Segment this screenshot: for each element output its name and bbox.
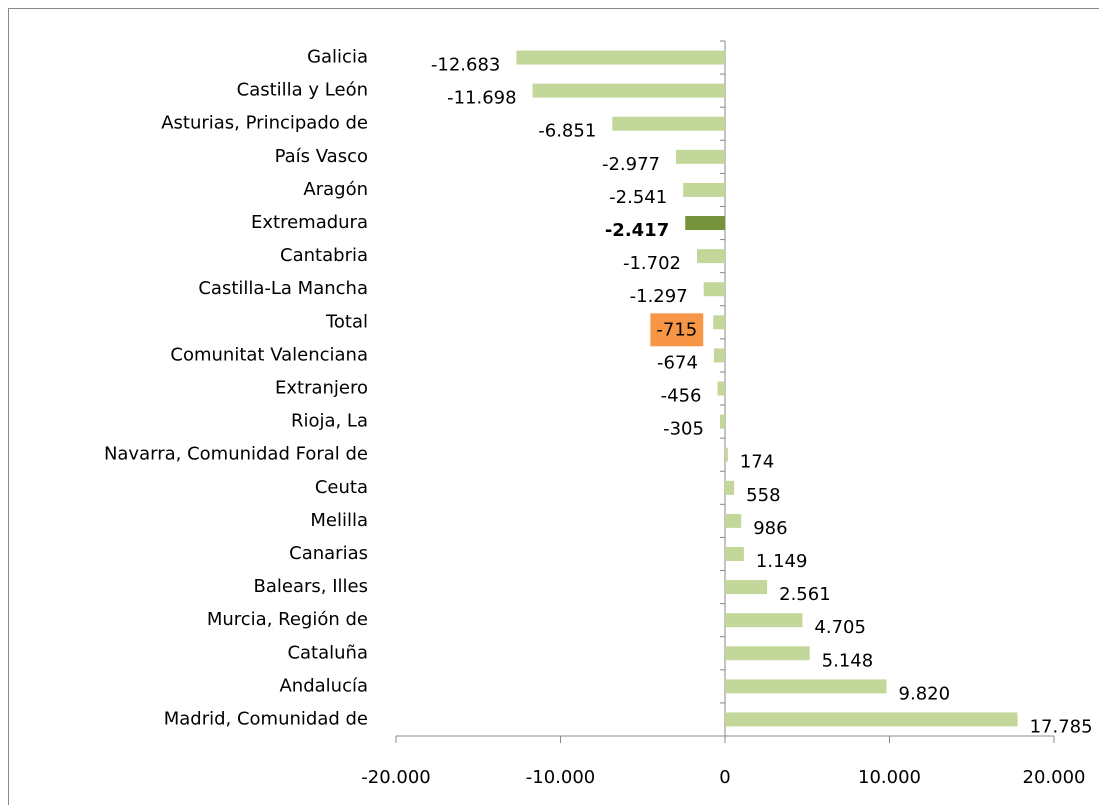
category-label: Extremadura: [251, 212, 368, 233]
value-label: 4.705: [814, 617, 866, 638]
value-label: 174: [740, 452, 774, 473]
category-label: Madrid, Comunidad de: [164, 708, 368, 729]
value-label: -1.702: [623, 253, 681, 274]
value-label: -2.541: [609, 187, 667, 208]
bar: [725, 480, 735, 495]
category-label: Melilla: [310, 510, 368, 531]
bar: [725, 447, 728, 462]
category-label: Comunitat Valenciana: [170, 344, 368, 365]
bar: [725, 546, 744, 561]
bar: [612, 116, 725, 131]
value-label: -6.851: [538, 121, 596, 142]
category-label: Castilla y León: [237, 80, 368, 101]
value-label: 9.820: [899, 683, 951, 704]
x-tick-label: 20.000: [1023, 767, 1086, 788]
x-tick-label: -10.000: [526, 767, 595, 788]
bar: [676, 149, 725, 164]
value-label: -456: [661, 386, 702, 407]
bar: [703, 282, 725, 297]
value-label: -12.683: [431, 55, 500, 76]
value-label: 17.785: [1030, 716, 1093, 737]
x-tick-label: 10.000: [858, 767, 921, 788]
value-label: -1.297: [630, 286, 688, 307]
value-label: -2.417: [605, 220, 669, 241]
category-label: Canarias: [289, 543, 368, 564]
value-label: 1.149: [756, 551, 808, 572]
bar: [725, 580, 768, 595]
bar: [717, 381, 725, 396]
bar: [725, 613, 803, 628]
category-label: Aragón: [303, 179, 368, 200]
bar: [719, 414, 725, 429]
value-label: -715: [656, 319, 697, 340]
bar: [725, 712, 1018, 727]
bar: [725, 679, 887, 694]
x-tick-label: -20.000: [361, 767, 430, 788]
category-label: Cantabria: [280, 245, 368, 266]
category-label: Balears, Illes: [254, 576, 368, 597]
value-label: 5.148: [822, 650, 874, 671]
category-label: Cataluña: [287, 642, 368, 663]
value-label: -674: [657, 352, 698, 373]
category-label: Ceuta: [315, 477, 368, 498]
bar: [685, 216, 725, 231]
bar: [713, 348, 725, 363]
bar: [725, 513, 742, 528]
category-label: Murcia, Región de: [207, 609, 368, 630]
category-label: Galicia: [307, 47, 368, 68]
value-label: 986: [753, 518, 787, 539]
bar: [532, 83, 725, 98]
category-label: Andalucía: [279, 675, 368, 696]
bar: [683, 182, 725, 197]
bar: [713, 315, 725, 330]
category-label: Asturias, Principado de: [161, 113, 368, 134]
category-label: Castilla-La Mancha: [198, 278, 368, 299]
bar: [516, 50, 725, 65]
chart-frame: [8, 8, 1099, 805]
bar: [725, 646, 810, 661]
value-label: -2.977: [602, 154, 660, 175]
x-tick-label: 0: [719, 767, 730, 788]
value-label: 2.561: [779, 584, 831, 605]
category-label: País Vasco: [275, 146, 368, 167]
category-label: Navarra, Comunidad Foral de: [104, 444, 368, 465]
value-label: -305: [663, 419, 704, 440]
category-label: Extranjero: [275, 378, 368, 399]
category-label: Total: [325, 311, 368, 332]
value-label: -11.698: [447, 88, 516, 109]
value-label-background: [650, 313, 704, 347]
bar: [697, 249, 725, 264]
category-label: Rioja, La: [291, 411, 368, 432]
value-label: 558: [746, 485, 780, 506]
